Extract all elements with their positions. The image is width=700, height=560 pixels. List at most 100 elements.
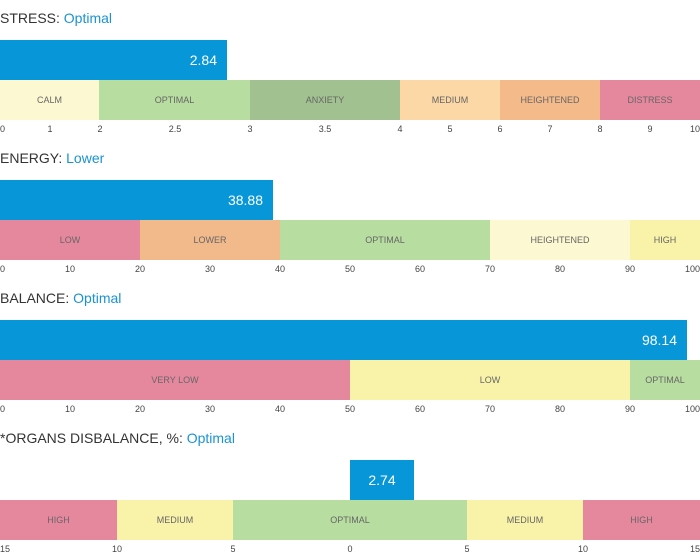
zone-label: DISTRESS: [627, 95, 673, 105]
stress-title: STRESS: Optimal: [0, 10, 112, 26]
organs-disbalance-ticks: 15 10 5 0 5 10 15: [0, 544, 700, 556]
balance-scale: VERY LOW LOW OPTIMAL: [0, 360, 700, 400]
zone-medium: MEDIUM: [400, 80, 500, 120]
stress-scale: CALM OPTIMAL ANXIETY MEDIUM HEIGHTENED D…: [0, 80, 700, 120]
tick-label: 15: [689, 544, 700, 554]
zone-anxiety: ANXIETY: [250, 80, 400, 120]
zone-high-right: HIGH: [583, 500, 700, 540]
balance-value: 98.14: [641, 332, 677, 348]
zone-distress: DISTRESS: [600, 80, 700, 120]
zone-medium-left: MEDIUM: [117, 500, 233, 540]
zone-lower: LOWER: [140, 220, 280, 260]
tick-label: 80: [554, 404, 566, 414]
zone-high: HIGH: [630, 220, 700, 260]
energy-label: ENERGY:: [0, 150, 63, 166]
organs-disbalance-value: 2.74: [368, 472, 396, 488]
zone-calm: CALM: [0, 80, 99, 120]
organs-disbalance-title: *ORGANS DISBALANCE, %: Optimal: [0, 430, 235, 446]
tick-label: 10: [111, 544, 123, 554]
tick-label: 8: [597, 124, 603, 134]
organs-disbalance-label: *ORGANS DISBALANCE, %:: [0, 430, 183, 446]
tick-label: 7: [547, 124, 553, 134]
zone-label: OPTIMAL: [645, 375, 685, 385]
energy-title: ENERGY: Lower: [0, 150, 104, 166]
tick-label: 2: [97, 124, 103, 134]
energy-value: 38.88: [227, 192, 263, 208]
balance-section: BALANCE: Optimal 98.14 VERY LOW LOW OPTI…: [0, 280, 700, 420]
tick-label: 40: [274, 404, 286, 414]
tick-label: 20: [134, 264, 146, 274]
energy-ticks: 0 10 20 30 40 50 60 70 80 90 100: [0, 264, 700, 276]
stress-ticks: 0 1 2 2.5 3 3.5 4 5 6 7 8 9 10: [0, 124, 700, 136]
tick-label: 20: [134, 404, 146, 414]
tick-label: 6: [497, 124, 503, 134]
organs-disbalance-status: Optimal: [186, 430, 235, 446]
zone-label: MEDIUM: [431, 95, 469, 105]
tick-label: 50: [344, 404, 356, 414]
tick-label: 100: [684, 264, 700, 274]
tick-label: 3.5: [318, 124, 332, 134]
zone-label: ANXIETY: [305, 95, 345, 105]
tick-label: 70: [484, 404, 496, 414]
tick-label: 30: [204, 404, 216, 414]
stress-value-bar: 2.84: [0, 40, 227, 80]
tick-label: 80: [554, 264, 566, 274]
zone-label: HIGH: [653, 235, 677, 245]
tick-label: 5: [447, 124, 453, 134]
tick-label: 10: [64, 404, 76, 414]
tick-label: 0: [0, 264, 6, 274]
tick-label: 30: [204, 264, 216, 274]
zone-very-low: VERY LOW: [0, 360, 350, 400]
tick-label: 1: [47, 124, 53, 134]
zone-label: CALM: [36, 95, 62, 105]
tick-label: 40: [274, 264, 286, 274]
tick-label: 90: [624, 404, 636, 414]
tick-label: 4: [397, 124, 403, 134]
zone-high-left: HIGH: [0, 500, 117, 540]
zone-heightened: HEIGHTENED: [500, 80, 600, 120]
tick-label: 2.5: [168, 124, 182, 134]
zone-label: HIGH: [630, 515, 653, 525]
tick-label: 10: [64, 264, 76, 274]
zone-label: HEIGHTENED: [520, 95, 580, 105]
zone-optimal: OPTIMAL: [233, 500, 467, 540]
energy-scale: LOW LOWER OPTIMAL HEIGHTENED HIGH: [0, 220, 700, 260]
tick-label: 10: [689, 124, 700, 134]
organs-disbalance-section: *ORGANS DISBALANCE, %: Optimal 2.74 HIGH…: [0, 420, 700, 560]
tick-label: 0: [0, 124, 6, 134]
tick-label: 100: [684, 404, 700, 414]
tick-label: 0: [347, 544, 353, 554]
tick-label: 50: [344, 264, 356, 274]
organs-disbalance-value-bar: 2.74: [350, 460, 414, 500]
zone-heightened: HEIGHTENED: [490, 220, 630, 260]
tick-label: 90: [624, 264, 636, 274]
balance-label: BALANCE:: [0, 290, 70, 306]
zone-label: MEDIUM: [156, 515, 194, 525]
zone-low: LOW: [350, 360, 630, 400]
zone-label: OPTIMAL: [154, 95, 195, 105]
tick-label: 15: [0, 544, 11, 554]
zone-label: HIGH: [47, 515, 70, 525]
tick-label: 0: [0, 404, 6, 414]
balance-status: Optimal: [73, 290, 122, 306]
tick-label: 70: [484, 264, 496, 274]
stress-section: STRESS: Optimal 2.84 CALM OPTIMAL ANXIET…: [0, 0, 700, 140]
zone-label: VERY LOW: [151, 375, 199, 385]
stress-status: Optimal: [63, 10, 113, 26]
tick-label: 5: [230, 544, 236, 554]
zone-optimal: OPTIMAL: [99, 80, 250, 120]
energy-section: ENERGY: Lower 38.88 LOW LOWER OPTIMAL HE…: [0, 140, 700, 280]
organs-disbalance-scale: HIGH MEDIUM OPTIMAL MEDIUM HIGH: [0, 500, 700, 540]
tick-label: 10: [577, 544, 589, 554]
tick-label: 60: [414, 264, 426, 274]
zone-label: MEDIUM: [506, 515, 544, 525]
zone-label: OPTIMAL: [365, 235, 405, 245]
zone-optimal: OPTIMAL: [280, 220, 490, 260]
energy-value-bar: 38.88: [0, 180, 273, 220]
stress-label: STRESS:: [0, 10, 60, 26]
energy-status: Lower: [66, 150, 105, 166]
tick-label: 3: [247, 124, 253, 134]
zone-label: HEIGHTENED: [530, 235, 590, 245]
zone-label: LOW: [59, 235, 81, 245]
balance-title: BALANCE: Optimal: [0, 290, 121, 306]
